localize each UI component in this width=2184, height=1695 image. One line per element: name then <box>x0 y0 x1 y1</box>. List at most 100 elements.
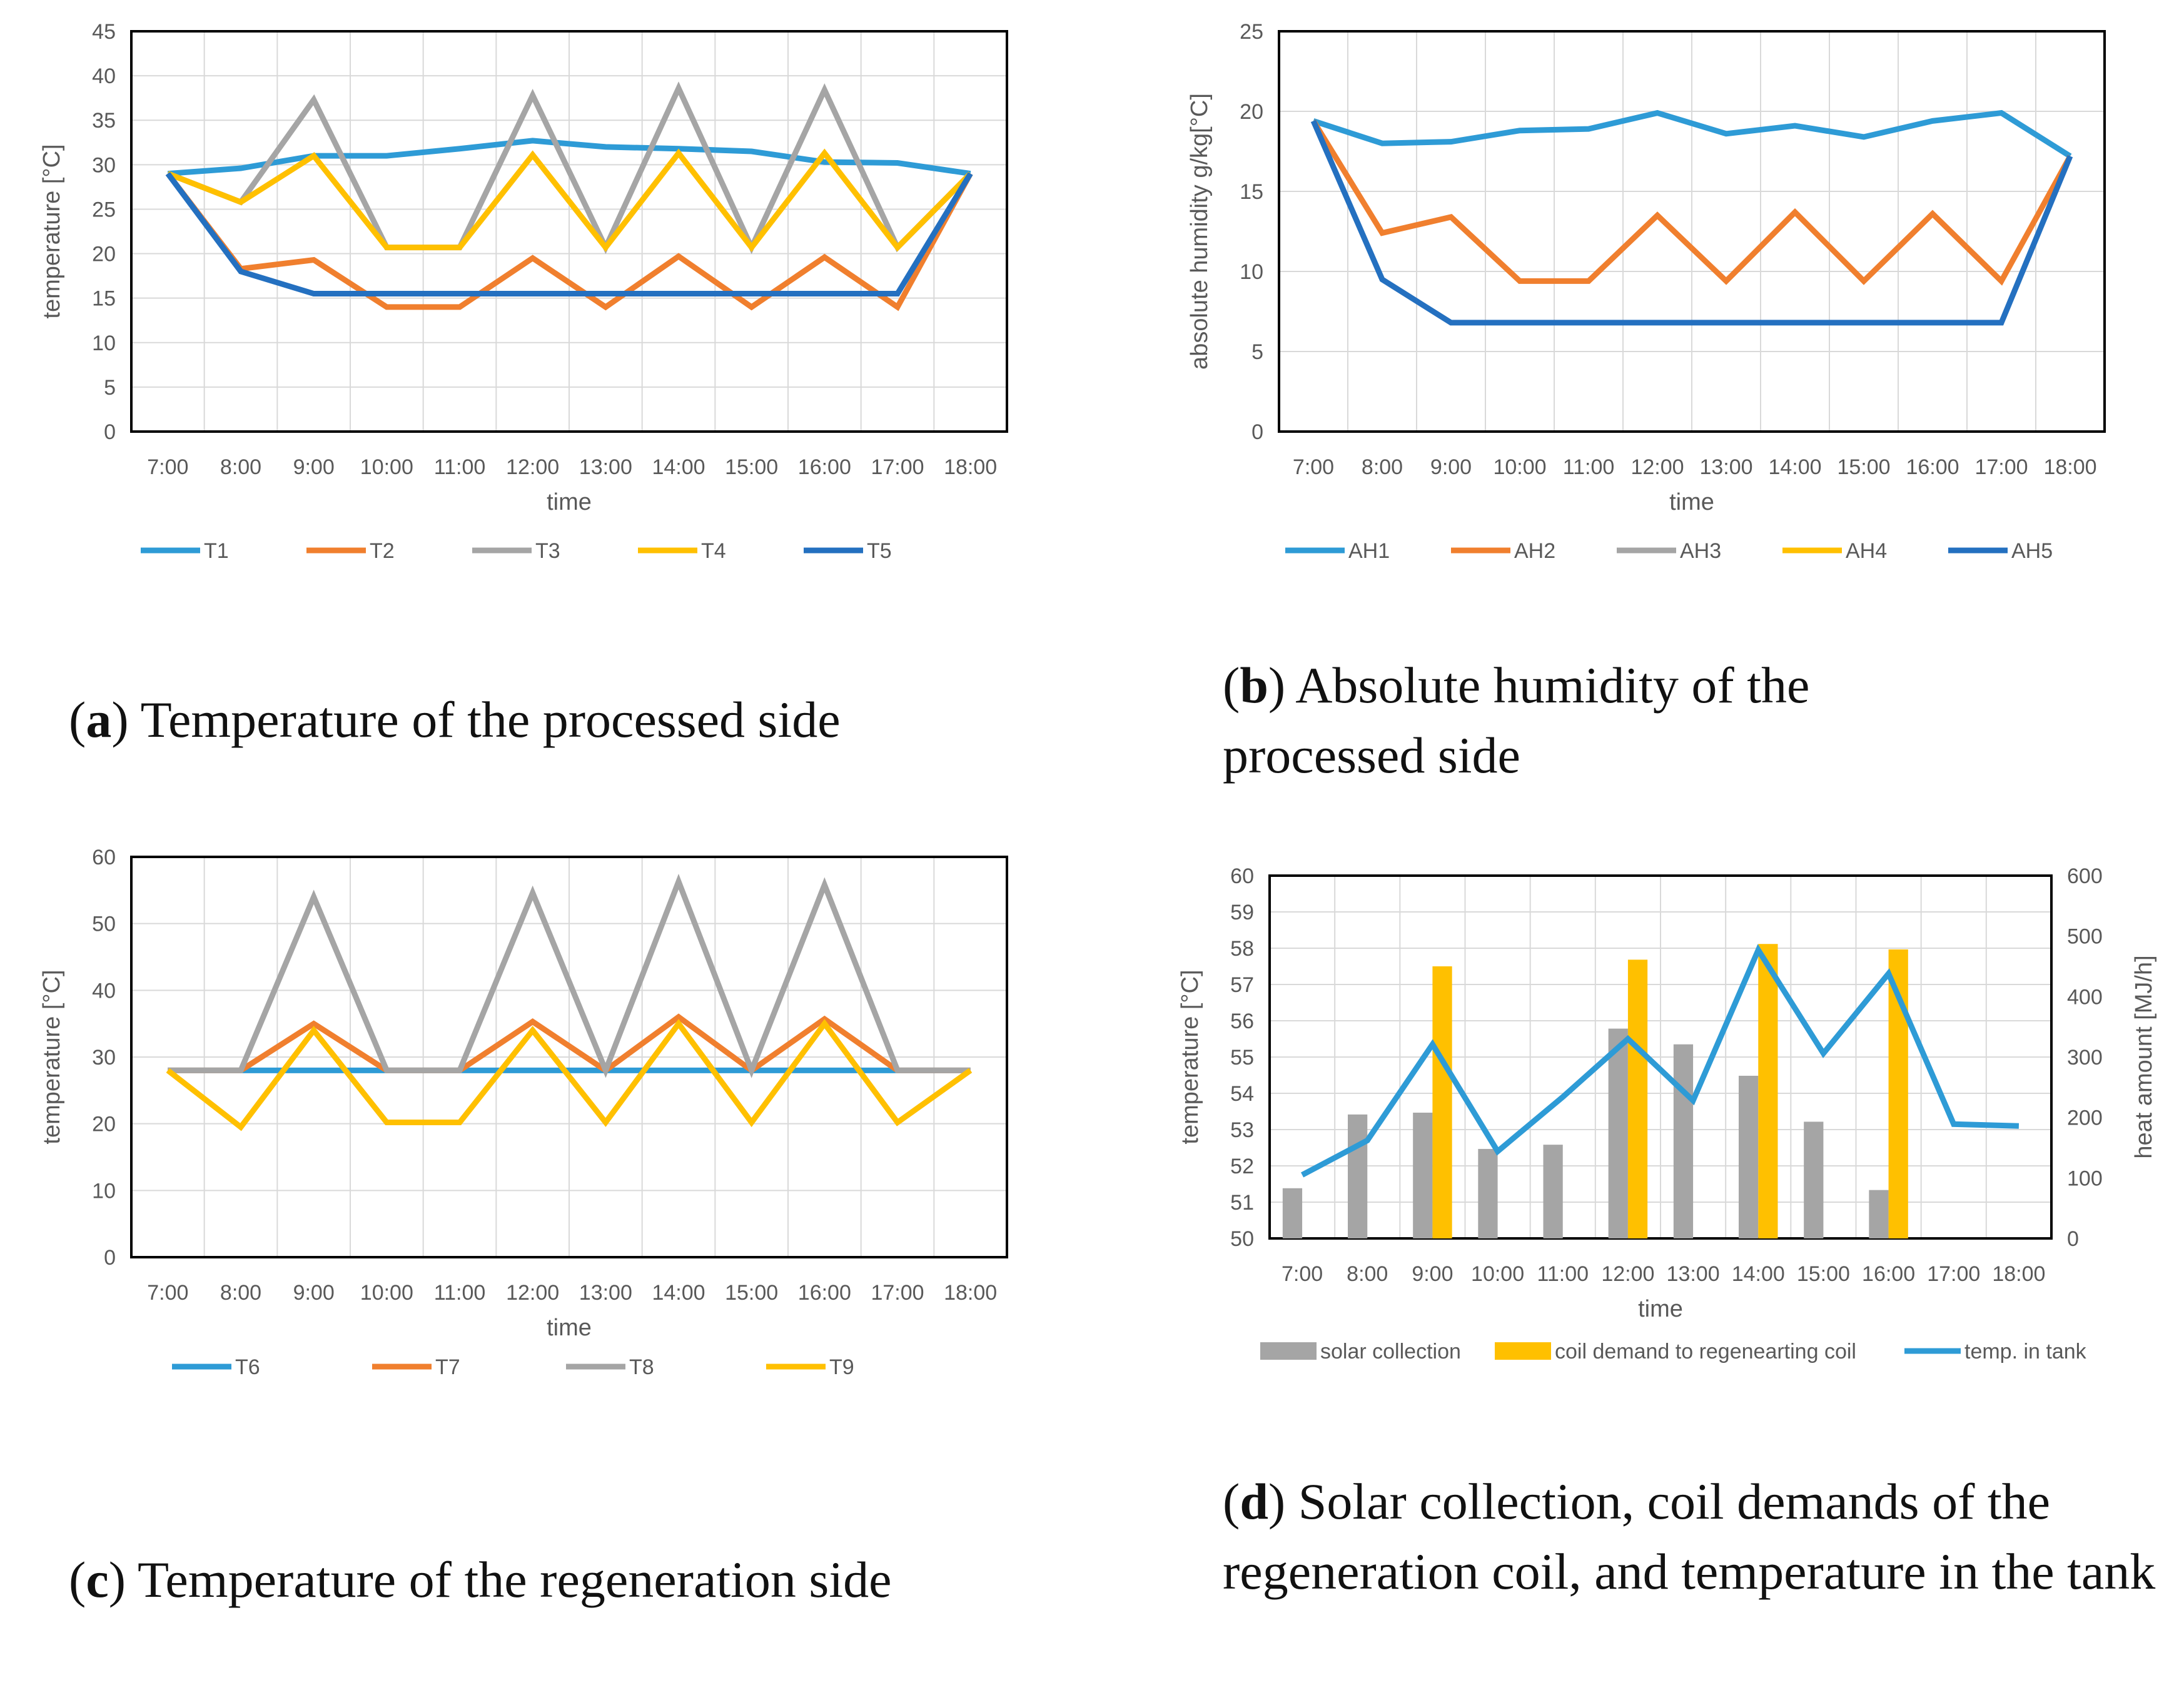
y-tick-label: 58 <box>1230 937 1254 961</box>
x-tick-label: 15:00 <box>725 455 778 479</box>
y-tick-label: 51 <box>1230 1191 1254 1215</box>
legend-label-t2: T2 <box>370 539 395 563</box>
x-tick-label: 9:00 <box>1430 455 1472 479</box>
x-tick-label: 10:00 <box>1471 1262 1524 1286</box>
caption-d: (d) Solar collection, coil demands of th… <box>1223 1473 2156 1600</box>
x-tick-label: 9:00 <box>293 1281 335 1305</box>
y-tick-label: 5 <box>104 376 116 400</box>
x-tick-label: 17:00 <box>1927 1262 1980 1286</box>
y-tick-label: 10 <box>92 331 116 355</box>
x-tick-label: 14:00 <box>1768 455 1821 479</box>
caption-c-letter: c <box>86 1551 109 1608</box>
y-axis-title: temperature [°C] <box>1177 969 1203 1144</box>
caption-a-letter: a <box>86 691 112 748</box>
line-t4 <box>166 148 973 252</box>
x-tick-label: 12:00 <box>506 455 559 479</box>
bar-solar-collection <box>1478 1148 1498 1238</box>
line-ah1 <box>1312 109 2072 159</box>
plot-frame <box>130 30 1008 433</box>
y-tick-label: 50 <box>92 913 116 936</box>
caption-d-text: ) Solar collection, coil demands of the … <box>1223 1473 2156 1600</box>
y-tick-label: 20 <box>92 1113 116 1136</box>
x-tick-label: 16:00 <box>798 1281 851 1305</box>
x-tick-label: 8:00 <box>1362 455 1403 479</box>
chart-c: 0 10 20 30 40 50 60 7:00 8:00 9:00 10:00 11:00 12:00… <box>39 846 1008 1379</box>
line-t5 <box>165 171 973 297</box>
caption-a: (a) Temperature of the processed side <box>69 691 841 748</box>
bar-solar-collection <box>1804 1121 1824 1238</box>
chart-a: 0 5 10 15 20 25 30 35 40 45 7:00 8:00 9:00 10:00 11:00… <box>39 20 1008 563</box>
legend-label-t9: T9 <box>829 1355 854 1379</box>
y-tick-label: 15 <box>1240 180 1263 204</box>
line-t9 <box>166 1019 973 1131</box>
bar-solar-collection <box>1348 1114 1368 1238</box>
legend-label-ah2: AH2 <box>1514 539 1555 563</box>
x-tick-label: 13:00 <box>579 455 632 479</box>
x-tick-label: 10:00 <box>360 1281 413 1305</box>
y-tick-label: 20 <box>92 243 116 266</box>
y-tick-label: 25 <box>1240 20 1263 44</box>
legend-label-t3: T3 <box>535 539 560 563</box>
y-tick-label: 56 <box>1230 1009 1254 1033</box>
x-tick-label: 7:00 <box>1293 455 1334 479</box>
bar-solar-collection <box>1739 1075 1759 1238</box>
x-tick-label: 16:00 <box>1906 455 1959 479</box>
caption-b-letter: b <box>1240 657 1268 714</box>
y-tick-label: 60 <box>92 846 116 869</box>
line-ah5 <box>1310 119 2073 326</box>
legend-swatch-solar-collection <box>1260 1342 1317 1360</box>
y-tick-label: 45 <box>92 20 116 44</box>
x-tick-label: 15:00 <box>1797 1262 1850 1286</box>
bar-solar-collection <box>1413 1112 1433 1238</box>
y-axis-title: temperature [°C] <box>39 969 65 1144</box>
legend-label-t6: T6 <box>235 1355 260 1379</box>
y-tick-label: 59 <box>1230 901 1254 924</box>
x-tick-label: 14:00 <box>652 1281 705 1305</box>
plot-frame <box>1268 874 2053 1240</box>
x-tick-label: 17:00 <box>1974 455 2028 479</box>
x-tick-label: 18:00 <box>1992 1262 2045 1286</box>
legend-label-t1: T1 <box>204 539 229 563</box>
y-tick-label: 35 <box>92 109 116 133</box>
y-tick-label: 40 <box>92 64 116 88</box>
x-tick-label: 16:00 <box>798 455 851 479</box>
x-tick-label: 7:00 <box>147 1281 188 1305</box>
caption-b: (b) Absolute humidity of the processed s… <box>1223 657 1810 784</box>
x-tick-label: 11:00 <box>1537 1262 1589 1286</box>
y2-axis-title: heat amount [MJ/h] <box>2131 955 2157 1158</box>
caption-d-letter: d <box>1240 1473 1268 1530</box>
legend-label-ah3: AH3 <box>1680 539 1721 563</box>
x-tick-label: 15:00 <box>1837 455 1890 479</box>
legend-label-solar-collection: solar collection <box>1320 1340 1461 1364</box>
x-tick-label: 9:00 <box>293 455 335 479</box>
legend-label-t5: T5 <box>867 539 892 563</box>
x-tick-label: 10:00 <box>1493 455 1546 479</box>
y-tick-label: 54 <box>1230 1082 1254 1106</box>
y-axis-title: absolute humidity g/kg[°C] <box>1186 93 1213 370</box>
x-tick-label: 14:00 <box>652 455 705 479</box>
x-tick-label: 11:00 <box>1563 455 1615 479</box>
line-t7 <box>168 1013 971 1074</box>
y2-tick-label: 0 <box>2067 1227 2079 1251</box>
legend-label-t7: T7 <box>435 1355 460 1379</box>
legend-swatch-coil-demand-to-regenearting-coil <box>1495 1342 1551 1360</box>
caption-c-text: ) Temperature of the regeneration side <box>108 1551 892 1608</box>
x-tick-label: 18:00 <box>944 455 997 479</box>
y2-tick-label: 200 <box>2067 1106 2103 1130</box>
y-tick-label: 57 <box>1230 973 1254 997</box>
line-ah2 <box>1311 119 2073 286</box>
x-tick-label: 17:00 <box>871 1281 924 1305</box>
y-tick-label: 60 <box>1230 864 1254 888</box>
y-tick-label: 15 <box>92 287 116 311</box>
y-tick-label: 30 <box>92 1046 116 1070</box>
y-tick-label: 53 <box>1230 1118 1254 1142</box>
legend-label-temp-in-tank: temp. in tank <box>1964 1340 2087 1364</box>
line-t3 <box>166 81 973 255</box>
chart-d: 5051525354555657585960010020030040050060… <box>1177 864 2157 1364</box>
x-tick-label: 16:00 <box>1862 1262 1915 1286</box>
line-t2 <box>165 171 973 311</box>
chart-b: 0 5 10 15 20 25 7:00 8:00 9:00 10:00 11:00 12:00 13:… <box>1186 20 2106 563</box>
x-tick-label: 18:00 <box>944 1281 997 1305</box>
bar-solar-collection <box>1608 1028 1628 1238</box>
line-temp-in-tank <box>1300 944 2020 1178</box>
